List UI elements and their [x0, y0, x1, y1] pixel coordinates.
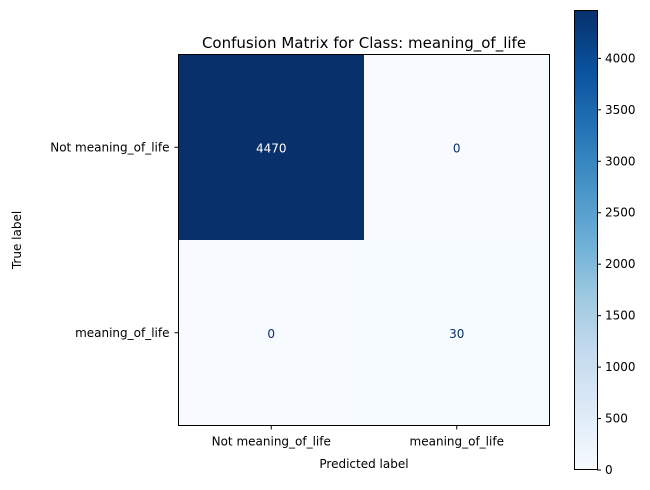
- matrix-cells: [178, 54, 550, 426]
- x-tick-label: meaning_of_life: [410, 435, 504, 449]
- y-tick-label: meaning_of_life: [75, 326, 169, 340]
- x-tick-label: Not meaning_of_life: [212, 435, 331, 449]
- matrix-cell-labels: 4470 0 0 30: [256, 141, 464, 341]
- x-axis-label: Predicted label: [319, 457, 408, 471]
- matrix-cell: [364, 240, 550, 426]
- colorbar-tick-label: 2000: [605, 257, 636, 271]
- colorbar-tick-label: 4000: [605, 51, 636, 65]
- colorbar: [574, 10, 597, 470]
- cell-value-label: 4470: [256, 141, 287, 155]
- colorbar-tick-label: 3000: [605, 154, 636, 168]
- y-tick-label: Not meaning_of_life: [50, 140, 169, 154]
- colorbar-ticks: 0 500 1000 1500 2000 2500 3000 3500 4000: [597, 51, 636, 477]
- matrix-cell: [178, 240, 364, 426]
- cell-value-label: 30: [449, 327, 464, 341]
- colorbar-tick-label: 1000: [605, 360, 636, 374]
- colorbar-frame: [574, 10, 598, 470]
- y-axis-label: True label: [10, 211, 24, 270]
- plot-frame: [178, 54, 550, 426]
- cell-value-label: 0: [453, 141, 461, 155]
- matrix-cell: [364, 54, 550, 240]
- colorbar-tick-label: 2500: [605, 206, 636, 220]
- colorbar-tick-label: 3500: [605, 103, 636, 117]
- y-axis-ticks: Not meaning_of_life meaning_of_life: [50, 140, 179, 340]
- colorbar-tick-label: 500: [605, 412, 628, 426]
- matrix-cell: [178, 54, 364, 240]
- cell-value-label: 0: [267, 327, 275, 341]
- colorbar-tick-label: 0: [605, 463, 613, 477]
- chart-title: Confusion Matrix for Class: meaning_of_l…: [202, 34, 526, 53]
- x-axis-ticks: Not meaning_of_life meaning_of_life: [212, 425, 504, 449]
- colorbar-tick-label: 1500: [605, 309, 636, 323]
